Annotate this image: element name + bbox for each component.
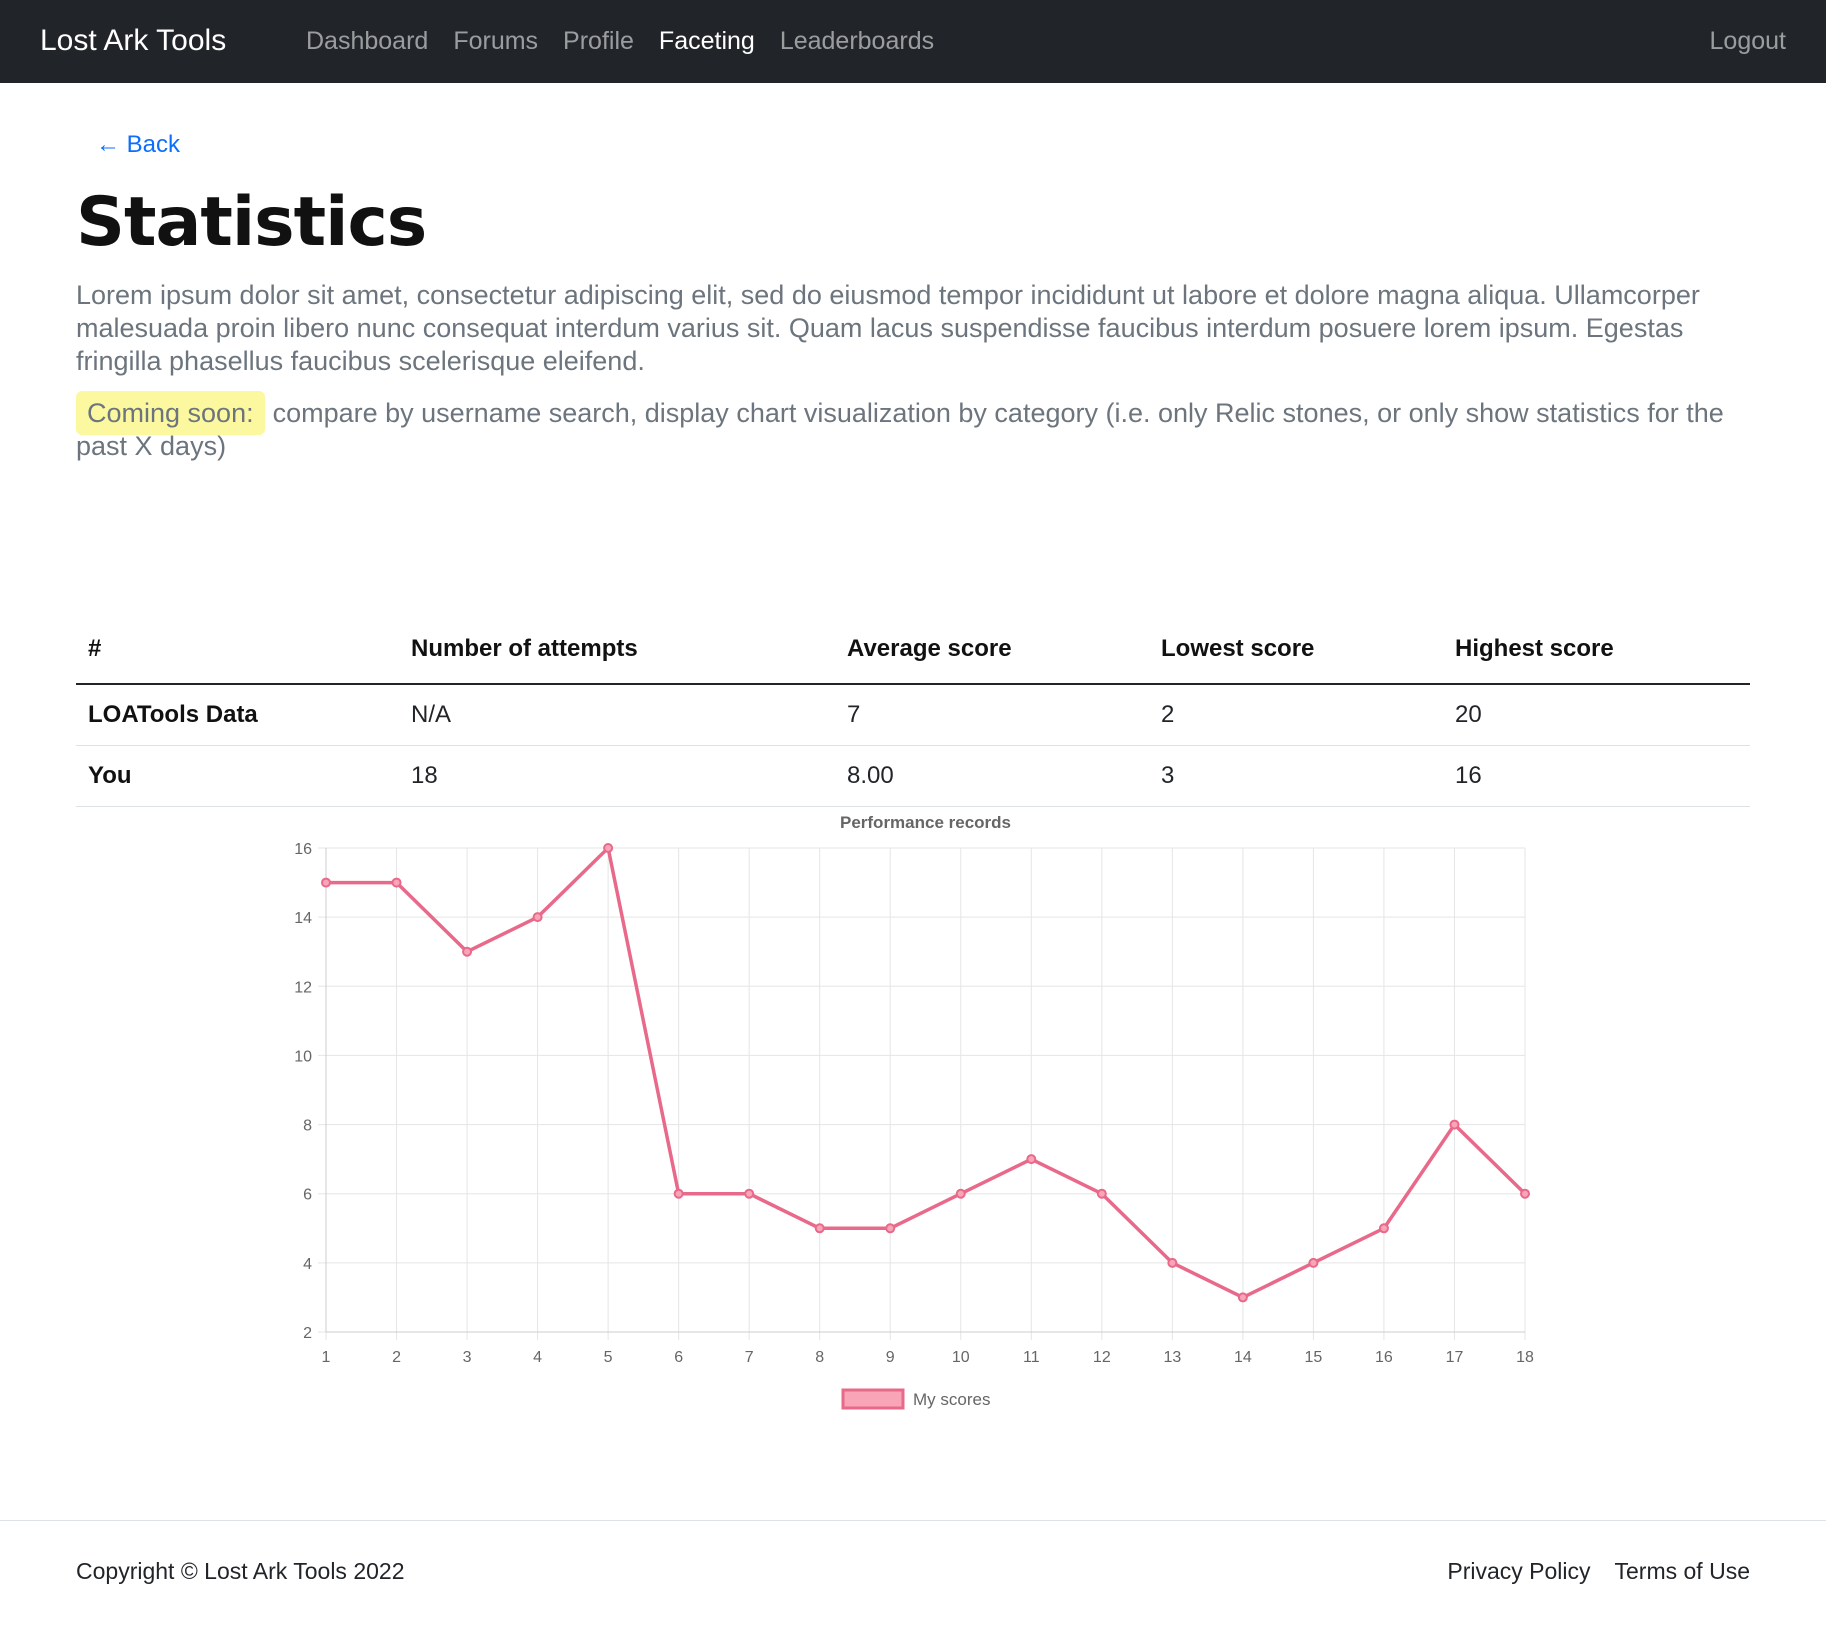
- y-tick-label: 4: [303, 1256, 312, 1273]
- row-label: You: [76, 745, 399, 807]
- series-line-my-scores: [326, 846, 1527, 1300]
- nav-link-profile[interactable]: Profile: [563, 27, 634, 55]
- x-tick-label: 7: [745, 1349, 754, 1366]
- data-point: [814, 1223, 825, 1234]
- nav-link-faceting[interactable]: Faceting: [658, 27, 755, 55]
- data-point: [1167, 1257, 1178, 1268]
- row-label: LOATools Data: [76, 684, 399, 746]
- copyright-text: Copyright © Lost Ark Tools 2022: [76, 1558, 405, 1584]
- table-header-row: # Number of attempts Average score Lowes…: [76, 615, 1750, 685]
- column-header-highest: Highest score: [1443, 615, 1750, 685]
- x-tick-label: 17: [1446, 1349, 1464, 1366]
- x-tick-label: 18: [1516, 1349, 1534, 1366]
- x-tick-label: 10: [952, 1349, 970, 1366]
- legend-label: My scores: [913, 1390, 990, 1409]
- terms-of-use-link[interactable]: Terms of Use: [1614, 1558, 1750, 1584]
- data-point: [1449, 1119, 1460, 1130]
- x-tick-label: 6: [674, 1349, 683, 1366]
- data-point: [1096, 1188, 1107, 1199]
- nav-link-dashboard[interactable]: Dashboard: [306, 27, 429, 55]
- y-tick-label: 12: [294, 979, 312, 996]
- cell-lowest: 2: [1149, 684, 1443, 746]
- x-tick-label: 13: [1163, 1349, 1181, 1366]
- page-description: Lorem ipsum dolor sit amet, consectetur …: [76, 280, 1700, 376]
- cell-attempts: N/A: [399, 684, 835, 746]
- coming-soon-text: compare by username search, display char…: [76, 398, 1724, 461]
- column-header-attempts: Number of attempts: [399, 615, 835, 685]
- y-tick-label: 2: [303, 1325, 312, 1342]
- back-link[interactable]: ← Back: [96, 131, 181, 158]
- data-point: [532, 912, 543, 923]
- navbar: Lost Ark Tools Dashboard Forums Profile …: [0, 0, 1826, 83]
- nav-links: Dashboard Forums Profile Faceting Leader…: [306, 24, 959, 58]
- cell-highest: 16: [1443, 745, 1750, 807]
- chart-title: Performance records: [840, 813, 1011, 832]
- cell-average: 7: [835, 684, 1149, 746]
- coming-soon-badge: Coming soon:: [76, 391, 265, 435]
- column-header-label: #: [76, 615, 399, 685]
- data-point: [1237, 1292, 1248, 1303]
- nav-link-forums[interactable]: Forums: [453, 27, 539, 55]
- table-row: You 18 8.00 3 16: [76, 745, 1750, 807]
- data-point: [673, 1188, 684, 1199]
- y-tick-label: 16: [294, 841, 312, 858]
- x-tick-label: 1: [322, 1349, 331, 1366]
- cell-lowest: 3: [1149, 745, 1443, 807]
- column-header-lowest: Lowest score: [1149, 615, 1443, 685]
- x-tick-label: 12: [1093, 1349, 1111, 1366]
- x-tick-label: 14: [1234, 1349, 1252, 1366]
- legend-swatch: [841, 1388, 905, 1410]
- brand-link[interactable]: Lost Ark Tools: [40, 24, 227, 57]
- y-tick-label: 14: [294, 910, 312, 927]
- data-point: [885, 1223, 896, 1234]
- x-tick-label: 4: [533, 1349, 542, 1366]
- data-point: [321, 877, 331, 888]
- y-tick-label: 10: [294, 1048, 312, 1065]
- footer-links: Privacy Policy Terms of Use: [1423, 1558, 1750, 1585]
- statistics-table: # Number of attempts Average score Lowes…: [76, 615, 1750, 807]
- footer-divider: [0, 1520, 1826, 1521]
- x-tick-label: 2: [392, 1349, 401, 1366]
- data-point: [1308, 1257, 1319, 1268]
- cell-highest: 20: [1443, 684, 1750, 746]
- data-point: [1026, 1154, 1037, 1165]
- data-point: [1378, 1223, 1389, 1234]
- x-tick-label: 9: [886, 1349, 895, 1366]
- privacy-policy-link[interactable]: Privacy Policy: [1447, 1558, 1591, 1584]
- cell-attempts: 18: [399, 745, 835, 807]
- data-point: [955, 1188, 966, 1199]
- x-tick-label: 3: [463, 1349, 472, 1366]
- data-point: [462, 946, 473, 957]
- y-tick-label: 6: [303, 1187, 312, 1204]
- data-point: [391, 877, 402, 888]
- x-tick-label: 8: [815, 1349, 824, 1366]
- data-point: [603, 843, 614, 853]
- data-point: [1520, 1188, 1530, 1199]
- coming-soon-note: Coming soon: compare by username search, …: [76, 391, 1750, 463]
- nav-link-leaderboards[interactable]: Leaderboards: [779, 27, 935, 55]
- data-point: [744, 1188, 755, 1199]
- x-tick-label: 16: [1375, 1349, 1393, 1366]
- cell-average: 8.00: [835, 745, 1149, 807]
- y-tick-label: 8: [303, 1118, 312, 1135]
- x-tick-label: 5: [604, 1349, 613, 1366]
- column-header-average: Average score: [835, 615, 1149, 685]
- table-row: LOATools Data N/A 7 2 20: [76, 684, 1750, 746]
- x-tick-label: 11: [1023, 1349, 1040, 1366]
- x-tick-label: 15: [1305, 1349, 1323, 1366]
- logout-link[interactable]: Logout: [1709, 27, 1786, 55]
- page-title: Statistics: [76, 183, 427, 262]
